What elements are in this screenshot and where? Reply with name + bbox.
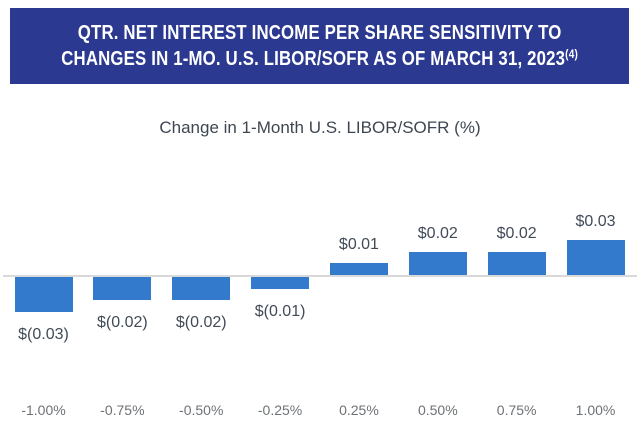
x-axis-tick-label: -0.75% xyxy=(100,402,145,418)
bar-value-label: $(0.02) xyxy=(175,314,227,331)
zero-baseline xyxy=(3,275,637,277)
x-axis-tick-label: -0.25% xyxy=(257,402,303,418)
bar-value-label: $0.02 xyxy=(496,225,537,242)
x-axis-tick-label: 1.00% xyxy=(575,402,616,418)
chart-title-line1: QTR. NET INTEREST INCOME PER SHARE SENSI… xyxy=(77,22,562,44)
x-axis-tick-label: -1.00% xyxy=(21,402,66,418)
bar-value-label: $0.03 xyxy=(575,213,616,230)
bar xyxy=(251,277,310,289)
bar-value-label: $0.01 xyxy=(338,236,379,253)
x-axis-tick-label: 0.75% xyxy=(496,402,537,418)
bar xyxy=(14,277,73,312)
bar-value-label: $(0.03) xyxy=(18,326,69,343)
bar xyxy=(329,263,388,275)
x-axis-tick-label: -0.50% xyxy=(179,402,224,418)
bar-value-label: $0.02 xyxy=(417,225,458,242)
bar xyxy=(566,240,625,275)
bar-value-label: $(0.02) xyxy=(97,314,148,331)
chart-title: QTR. NET INTEREST INCOME PER SHARE SENSI… xyxy=(61,20,578,72)
chart-title-banner: QTR. NET INTEREST INCOME PER SHARE SENSI… xyxy=(10,8,629,84)
bar xyxy=(172,277,231,300)
bar xyxy=(93,277,152,300)
x-axis-tick-label: 0.25% xyxy=(339,402,379,418)
chart-title-line2-text: CHANGES IN 1-MO. U.S. LIBOR/SOFR AS OF M… xyxy=(61,48,566,70)
bar-value-label: $(0.01) xyxy=(254,303,306,320)
bar xyxy=(487,252,546,275)
x-axis-title: Change in 1-Month U.S. LIBOR/SOFR (%) xyxy=(159,118,481,137)
x-axis-tick-label: 0.50% xyxy=(417,402,458,418)
footnote-marker: (4) xyxy=(565,47,578,61)
chart-title-line2: CHANGES IN 1-MO. U.S. LIBOR/SOFR AS OF M… xyxy=(61,46,578,72)
bar xyxy=(408,252,467,275)
